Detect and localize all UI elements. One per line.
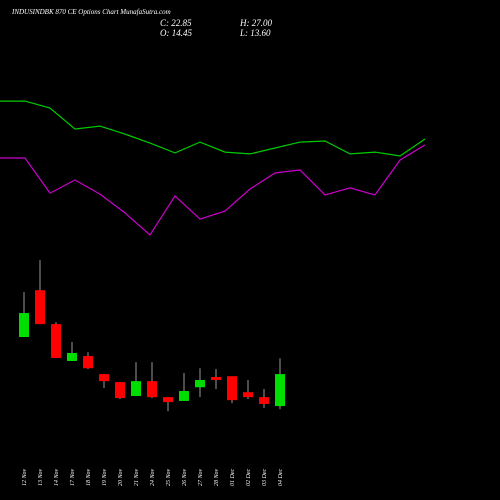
x-tick-label: 26 Nov [182,468,188,486]
x-tick-label: 20 Nov [118,468,124,486]
open-stat: O: 14.45 [160,28,192,38]
chart-title: INDUSINDBK 870 CE Options Chart MunafaSu… [11,8,171,16]
x-tick-label: 18 Nov [86,468,92,486]
candle-body [19,313,29,338]
candle-body [275,374,285,407]
candle-body [115,382,125,399]
candle-body [179,391,189,401]
candle-body [99,374,109,382]
x-tick-label: 12 Nov [22,468,28,486]
candle-body [67,353,77,361]
candle-body [83,356,93,369]
candle-body [259,397,269,404]
close-stat: C: 22.85 [160,18,192,28]
candle-body [211,376,221,381]
candle-body [243,392,253,398]
candle-body [131,381,141,396]
x-tick-label: 19 Nov [102,468,108,486]
x-tick-label: 14 Nov [53,468,60,486]
x-tick-label: 25 Nov [166,468,172,486]
x-tick-label: 28 Nov [214,468,220,486]
candle-body [227,376,237,401]
x-tick-label: 27 Nov [198,468,204,486]
x-tick-label: 21 Nov [134,468,140,486]
indicator-line [0,144,426,236]
indicator-line [0,100,426,157]
x-tick-label: 01 Dec [230,469,236,486]
candle-body [147,381,157,398]
x-tick-label: 24 Nov [149,468,156,486]
candle-body [35,290,45,325]
candle-body [195,380,205,388]
x-tick-label: 13 Nov [38,468,44,486]
x-tick-label: 04 Dec [277,469,284,486]
high-stat: H: 27.00 [239,18,272,28]
low-stat: L: 13.60 [239,28,271,38]
candle-body [163,397,173,403]
x-tick-label: 02 Dec [246,469,252,486]
x-tick-label: 17 Nov [70,468,76,486]
candle-body [51,324,61,358]
x-tick-label: 03 Dec [262,469,268,486]
